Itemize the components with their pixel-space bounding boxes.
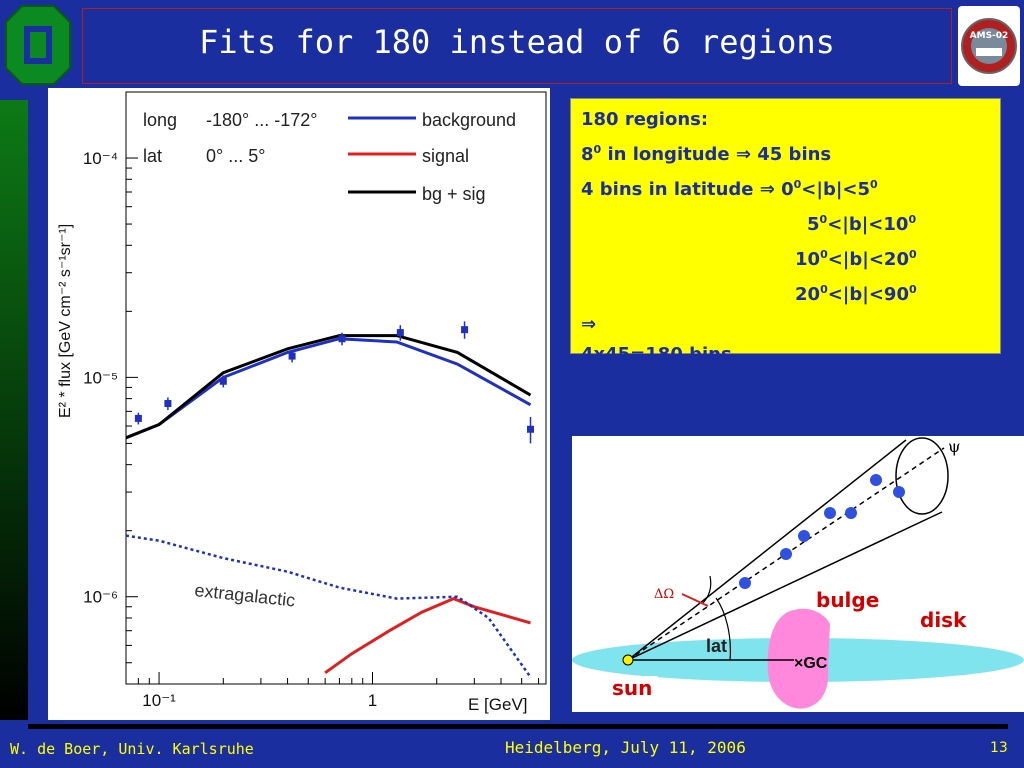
sky-region-diagram: ψ ΔΩ lat ×GC bulge disk sun bbox=[572, 436, 1024, 712]
info-line-6: 200<|b|<900 bbox=[581, 275, 990, 310]
info-line-3: 4 bins in latitude ⇒ 00<|b|<50 bbox=[581, 170, 990, 205]
info-line-5: 100<|b|<200 bbox=[581, 240, 990, 275]
ann-long-label: long bbox=[143, 110, 177, 130]
psi-label: ψ bbox=[948, 437, 961, 456]
bulge-shape bbox=[767, 608, 830, 709]
x-axis-label: E [GeV] bbox=[468, 695, 528, 714]
x-tick-label: 1 bbox=[368, 691, 377, 710]
sun-marker bbox=[622, 654, 634, 666]
info-text: 10 bbox=[795, 249, 821, 270]
info-sup: 0 bbox=[593, 143, 602, 156]
info-text: in longitude ⇒ 45 bins bbox=[601, 144, 832, 165]
info-text: 20 bbox=[795, 284, 821, 305]
ann-lat-label: lat bbox=[143, 146, 162, 166]
slide-header: Fits for 180 instead of 6 regions AMS-02 bbox=[0, 0, 1024, 90]
info-text: 5 bbox=[807, 214, 820, 235]
cone-upper-edge bbox=[627, 439, 907, 661]
lat-angle-arc bbox=[715, 597, 731, 661]
info-line-4: 50<|b|<100 bbox=[581, 205, 990, 240]
info-text: 4x45=180 bins bbox=[581, 344, 732, 365]
data-point bbox=[288, 352, 296, 360]
series-line-0 bbox=[125, 337, 532, 440]
cone-cap bbox=[895, 437, 949, 515]
y-axis-label: E² * flux [GeV cm⁻² s⁻¹sr⁻¹] bbox=[57, 224, 74, 418]
info-sup: 0 bbox=[819, 213, 828, 226]
left-decor-bar bbox=[0, 100, 28, 720]
info-line-7: ⇒ bbox=[581, 310, 990, 340]
info-sup: 0 bbox=[820, 248, 828, 261]
ann-long-value: -180° ... -172° bbox=[206, 110, 317, 130]
data-point bbox=[338, 335, 346, 343]
info-sup: 0 bbox=[870, 178, 878, 191]
series-line-1 bbox=[324, 596, 531, 675]
series-line-2 bbox=[125, 334, 532, 440]
info-text: <|b|<20 bbox=[827, 249, 909, 270]
delta-omega-arc bbox=[701, 575, 712, 605]
data-point bbox=[164, 400, 172, 408]
gc-label: ×GC bbox=[794, 655, 828, 672]
university-logo bbox=[5, 5, 71, 85]
sun-label: sun bbox=[606, 676, 659, 700]
series-line-3 bbox=[125, 534, 532, 678]
y-tick-label: 10⁻⁶ bbox=[83, 588, 118, 607]
cone-lower-edge bbox=[627, 511, 943, 661]
info-line-1: 180 regions: bbox=[581, 105, 990, 135]
title-box: Fits for 180 instead of 6 regions bbox=[82, 8, 952, 84]
info-line-2: 80 in longitude ⇒ 45 bins bbox=[581, 135, 990, 170]
bulge-label: bulge bbox=[816, 588, 880, 612]
ann-lat-value: 0° ... 5° bbox=[206, 146, 265, 166]
info-text: 4 bins in latitude ⇒ 0 bbox=[581, 179, 794, 200]
ams-logo-text: AMS-02 bbox=[970, 31, 1009, 41]
footer-divider bbox=[28, 724, 1008, 729]
info-text: <|b|<5 bbox=[801, 179, 871, 200]
regions-info-box: 180 regions: 80 in longitude ⇒ 45 bins 4… bbox=[570, 98, 1001, 365]
lat-label: lat bbox=[706, 636, 727, 656]
y-tick-label: 10⁻⁴ bbox=[83, 149, 118, 168]
ams-02-logo: AMS-02 bbox=[958, 6, 1020, 86]
info-text: 8 bbox=[581, 144, 594, 165]
data-point bbox=[527, 425, 535, 433]
legend-label-background: background bbox=[422, 110, 516, 130]
page-number: 13 bbox=[990, 740, 1008, 756]
info-sup: 0 bbox=[908, 213, 917, 226]
disk-label: disk bbox=[920, 608, 967, 632]
info-text: <|b|<10 bbox=[827, 214, 909, 235]
extragalactic-label: extragalactic bbox=[194, 580, 297, 610]
footer-event: Heidelberg, July 11, 2006 bbox=[505, 738, 746, 757]
info-sup: 0 bbox=[820, 283, 828, 296]
data-point bbox=[134, 414, 142, 422]
dm-clumps bbox=[739, 474, 905, 589]
legend-label-bgsig: bg + sig bbox=[422, 184, 486, 204]
info-text: ⇒ bbox=[581, 314, 597, 335]
delta-omega-arrow bbox=[681, 593, 709, 607]
info-text: <|b|<90 bbox=[827, 284, 909, 305]
delta-omega-label: ΔΩ bbox=[654, 587, 674, 602]
data-point bbox=[219, 377, 227, 385]
footer-author: W. de Boer, Univ. Karlsruhe bbox=[10, 740, 254, 758]
info-line-8: 4x45=180 bins bbox=[581, 340, 990, 370]
info-sup: 0 bbox=[908, 248, 917, 261]
y-tick-label: 10⁻⁵ bbox=[83, 368, 118, 387]
plot-frame bbox=[125, 91, 547, 685]
slide-title: Fits for 180 instead of 6 regions bbox=[199, 23, 835, 61]
spectrum-chart: 10⁻⁶ 10⁻⁵ 10⁻⁴ 10⁻¹ 1 long -180° ... -172° l… bbox=[48, 88, 550, 720]
chart-legend: background signal bg + sig bbox=[348, 110, 516, 204]
x-tick-label: 10⁻¹ bbox=[142, 691, 176, 710]
info-sup: 0 bbox=[793, 178, 802, 191]
legend-label-signal: signal bbox=[422, 146, 469, 166]
data-point bbox=[396, 329, 404, 337]
data-point bbox=[461, 326, 469, 334]
info-sup: 0 bbox=[908, 283, 917, 296]
info-text: 180 regions: bbox=[581, 109, 709, 130]
